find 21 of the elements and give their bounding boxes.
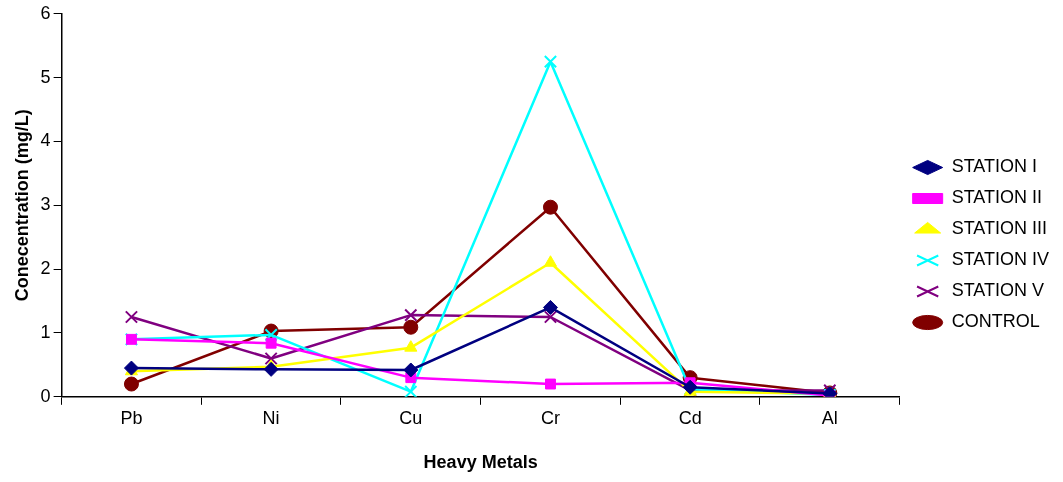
legend-label: STATION I xyxy=(951,156,1037,177)
y-tick-label: 1 xyxy=(40,321,51,342)
y-tick-label: 5 xyxy=(40,66,51,87)
legend-label: STATION V xyxy=(951,280,1044,301)
legend-label: STATION IV xyxy=(951,249,1049,270)
legend-label: STATION III xyxy=(951,218,1047,239)
y-tick-label: 4 xyxy=(40,130,51,151)
y-tick-label: 2 xyxy=(40,258,51,279)
y-axis-title: Conecentration (mg/L) xyxy=(11,109,32,302)
x-tick-label: Al xyxy=(821,407,838,428)
x-tick-label: Cd xyxy=(678,407,702,428)
y-tick-label: 0 xyxy=(40,385,51,406)
y-tick-label: 6 xyxy=(40,2,51,23)
x-tick-label: Cr xyxy=(540,407,560,428)
y-tick-label: 3 xyxy=(40,194,51,215)
x-tick-label: Pb xyxy=(120,407,143,428)
x-tick-label: Ni xyxy=(262,407,280,428)
legend-label: CONTROL xyxy=(951,311,1040,332)
x-axis-title: Heavy Metals xyxy=(423,452,538,473)
legend-label: STATION II xyxy=(951,187,1042,208)
x-tick-label: Cu xyxy=(399,407,423,428)
